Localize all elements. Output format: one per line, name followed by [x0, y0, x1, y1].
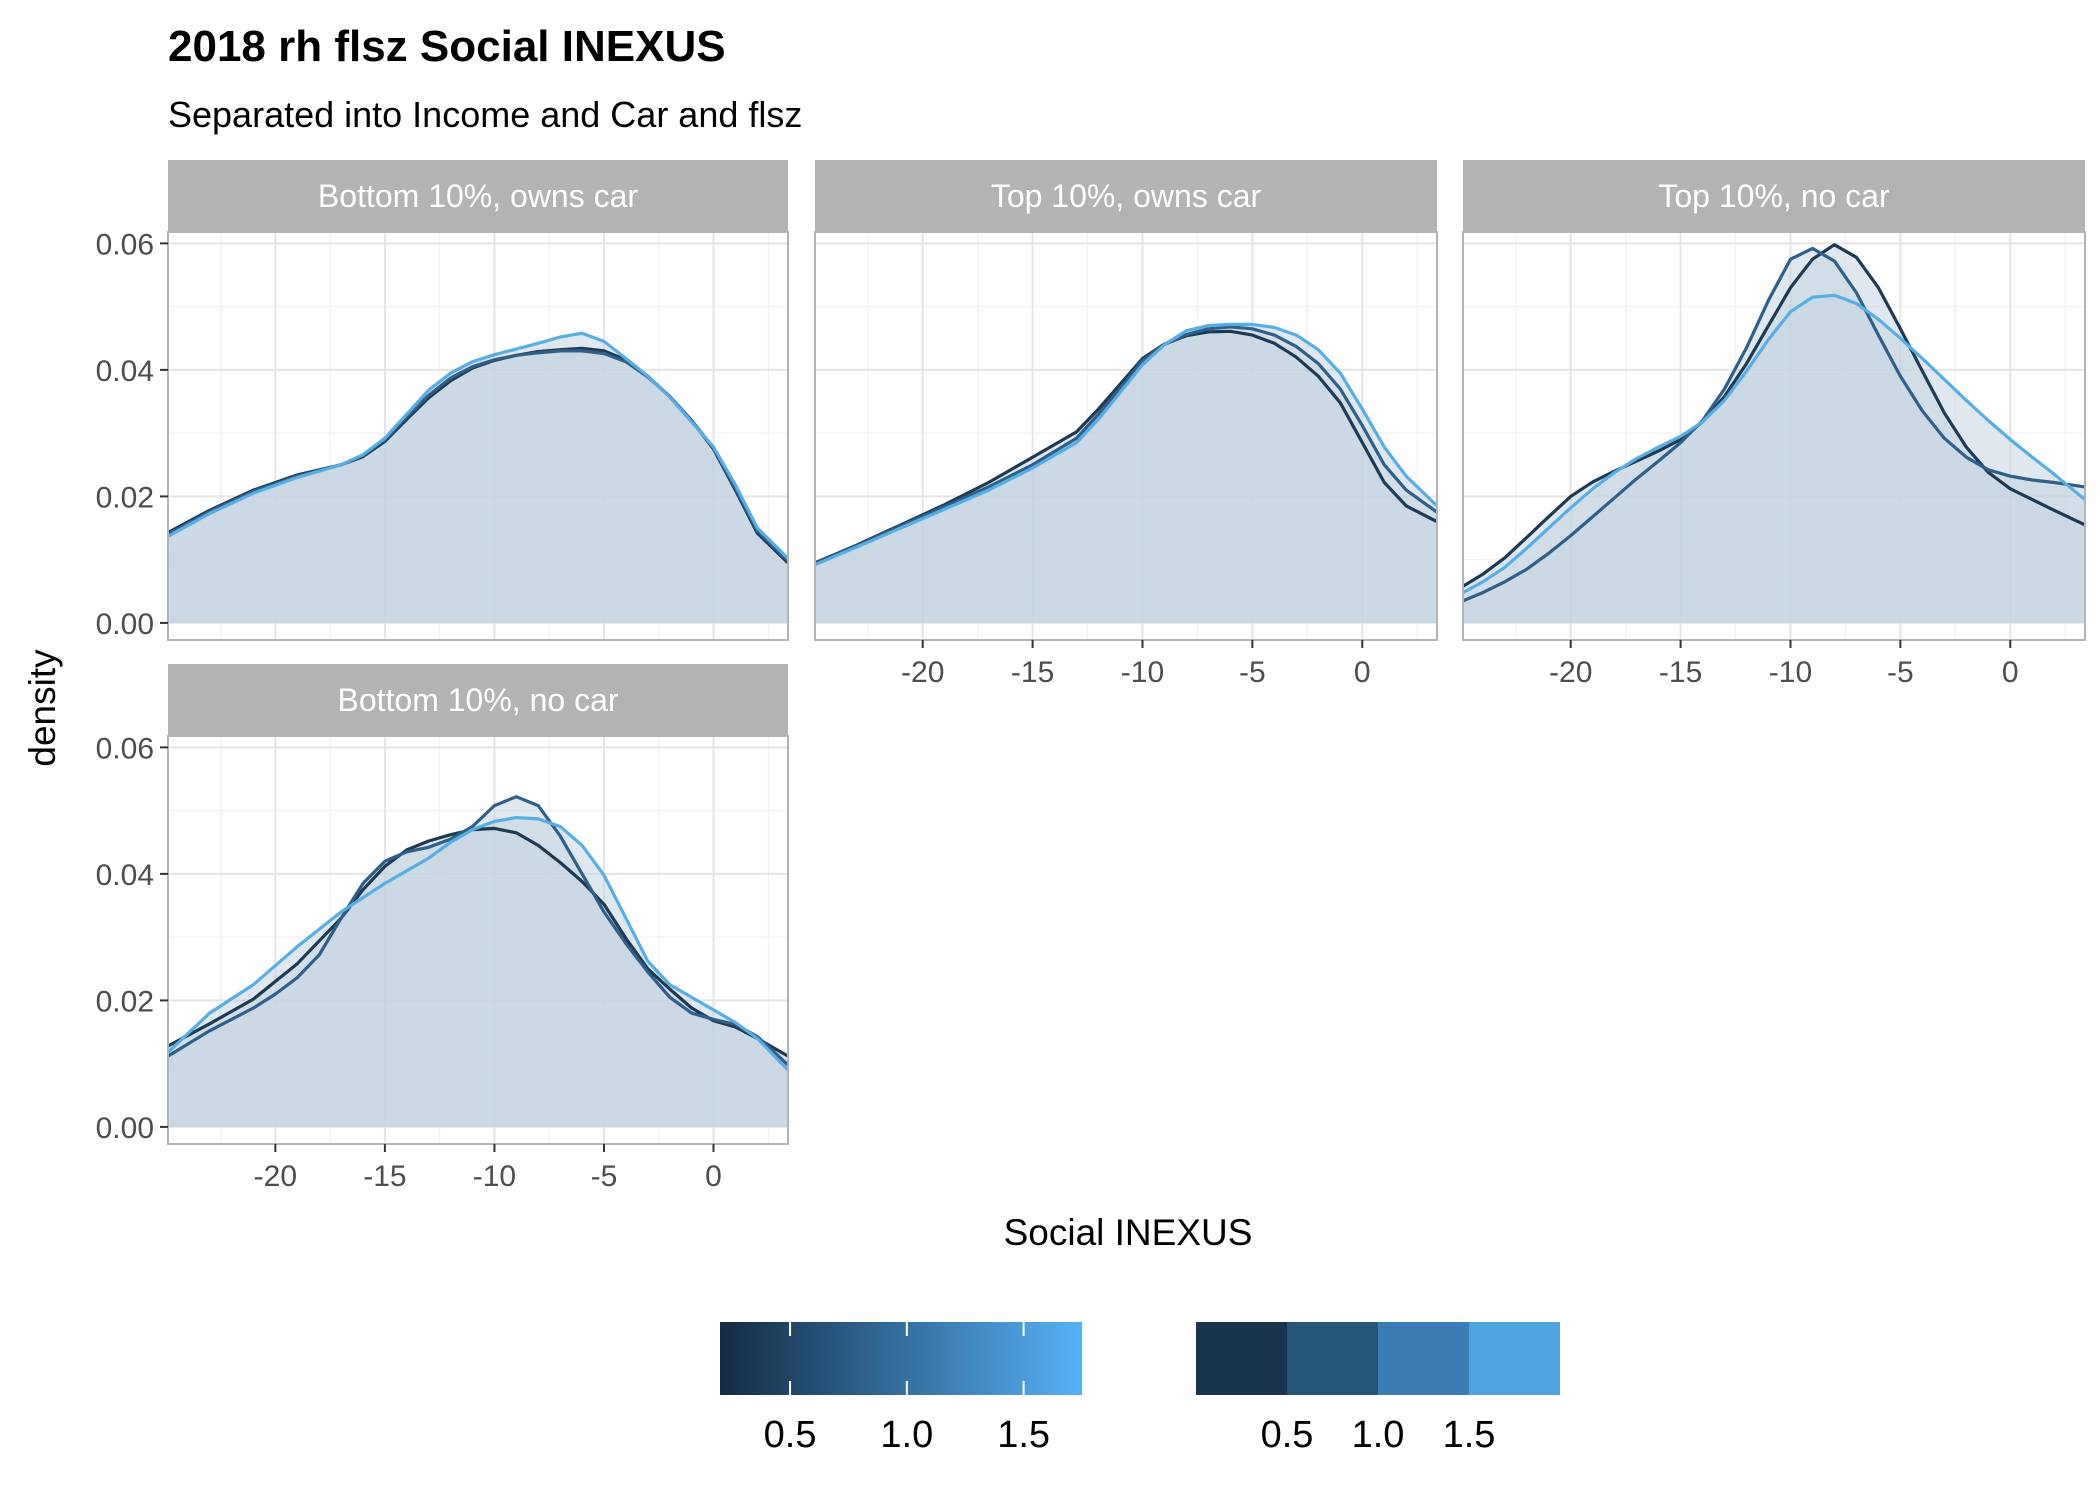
panel-border — [167, 735, 789, 1145]
y-tick-label: 0.02 — [96, 985, 154, 1018]
density-area-1-5 — [168, 333, 788, 623]
y-tick-label: 0.06 — [96, 732, 154, 765]
density-area-1-5 — [815, 324, 1437, 623]
x-tick-label: -20 — [254, 1160, 297, 1193]
x-tick-label: 0 — [1354, 656, 1371, 689]
legend-bin-swatch — [1469, 1322, 1560, 1395]
x-tick-label: -5 — [1239, 656, 1266, 689]
panel-border — [1462, 231, 2086, 641]
x-tick-label: -15 — [1659, 656, 1702, 689]
panel-bottom-10-owns-car: Bottom 10%, owns car 0.00 0.02 0.04 0.06 — [96, 160, 790, 641]
legend-colorbar-label: 1.5 — [997, 1414, 1050, 1456]
panel-top-10-no-car: Top 10%, no car -20 -15 -10 -5 0 — [1462, 160, 2087, 689]
x-tick-label: -10 — [1769, 656, 1812, 689]
y-tick-label: 0.04 — [96, 859, 154, 892]
density-line-1-5 — [814, 322, 1439, 567]
panel-top-10-owns-car: Top 10%, owns car -20 -15 -10 -5 0 — [814, 160, 1439, 689]
y-tick-label: 0.00 — [96, 1112, 154, 1145]
facet-strip-label: Top 10%, no car — [1658, 178, 1890, 214]
x-tick-label: 0 — [705, 1160, 722, 1193]
x-tick-label: -5 — [1887, 656, 1914, 689]
facet-strip-label: Top 10%, owns car — [991, 178, 1262, 214]
facet-panels: Bottom 10%, owns car 0.00 0.02 0.04 0.06 Top … — [96, 160, 2087, 1193]
facet-strip — [815, 160, 1437, 232]
density-line-1-0 — [167, 795, 790, 1067]
legend-colorbar — [720, 1322, 1082, 1395]
x-tick-label: -10 — [473, 1160, 516, 1193]
facet-strip — [168, 664, 788, 736]
x-tick-label: -20 — [1549, 656, 1592, 689]
facet-strip — [168, 160, 788, 232]
x-tick-label: -15 — [363, 1160, 406, 1193]
y-tick-label: 0.02 — [96, 481, 154, 514]
density-line-1-5 — [167, 331, 790, 560]
facet-strip — [1463, 160, 2085, 232]
chart-subtitle: Separated into Income and Car and flsz — [168, 94, 802, 135]
x-axis-title: Social INEXUS — [1004, 1212, 1253, 1253]
legend-colorbar-label: 0.5 — [764, 1414, 817, 1456]
density-line-0-5 — [1462, 243, 2086, 588]
facet-strip-label: Bottom 10%, owns car — [318, 178, 638, 214]
legend-bin-swatch — [1287, 1322, 1378, 1395]
x-tick-label: -15 — [1011, 656, 1054, 689]
legend-bin-swatch — [1196, 1322, 1287, 1395]
density-area-1-5 — [1463, 295, 2085, 623]
density-area-1-5 — [168, 817, 788, 1127]
density-line-1-5 — [166, 815, 790, 1072]
legend-bin-label: 0.5 — [1261, 1414, 1314, 1456]
legend: 0.5 1.0 1.5 0.5 1.0 1.5 — [720, 1322, 1560, 1456]
density-line-1-5 — [1462, 293, 2087, 595]
x-tick-label: 0 — [2002, 656, 2019, 689]
chart-title: 2018 rh flsz Social INEXUS — [168, 22, 726, 71]
legend-bin-swatch — [1378, 1322, 1469, 1395]
facet-strip-label: Bottom 10%, no car — [337, 682, 618, 718]
panel-border — [814, 231, 1438, 641]
panel-bottom-10-no-car: Bottom 10%, no car 0.00 0.02 0.04 0.06 -20 -15… — [96, 664, 790, 1193]
panel-border — [167, 231, 789, 641]
x-tick-label: -20 — [901, 656, 944, 689]
y-tick-label: 0.04 — [96, 355, 154, 388]
legend-bin-label: 1.5 — [1443, 1414, 1496, 1456]
y-tick-label: 0.00 — [96, 608, 154, 641]
density-line-1-0 — [814, 325, 1438, 565]
x-tick-label: -5 — [591, 1160, 618, 1193]
y-tick-label: 0.06 — [96, 228, 154, 261]
legend-colorbar-label: 1.0 — [880, 1414, 933, 1456]
density-line-1-0 — [1462, 246, 2086, 603]
x-tick-label: -10 — [1121, 656, 1164, 689]
y-axis-title: density — [22, 649, 63, 767]
legend-bin-label: 1.0 — [1352, 1414, 1405, 1456]
